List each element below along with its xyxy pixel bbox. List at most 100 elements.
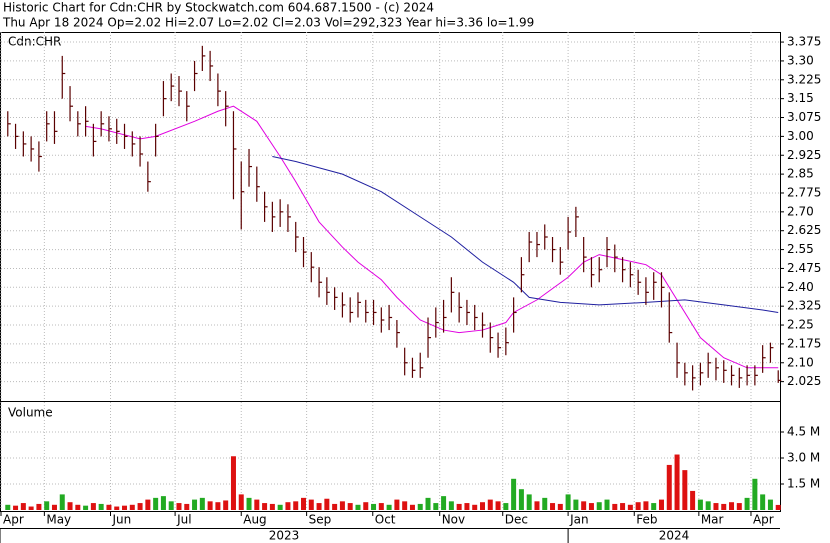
- volume-bar: [308, 499, 314, 510]
- volume-bar: [106, 504, 112, 510]
- volume-bar: [425, 497, 431, 510]
- volume-bar: [90, 503, 96, 510]
- y-tick-label: 2.70: [787, 204, 814, 218]
- y-tick-label: 2.325: [787, 299, 821, 313]
- volume-bar: [752, 478, 758, 510]
- volume-bar: [487, 499, 493, 510]
- volume-bar: [690, 490, 696, 510]
- year-label: 2023: [269, 529, 300, 543]
- x-tick-label: Nov: [442, 513, 465, 527]
- volume-bar: [199, 497, 205, 510]
- volume-bar: [542, 497, 548, 510]
- volume-bar: [495, 501, 501, 510]
- volume-bar: [596, 502, 602, 510]
- volume-bar: [277, 504, 283, 510]
- y-tick-label: 1.5 M: [787, 476, 820, 490]
- volume-bar: [456, 503, 462, 510]
- volume-bar: [394, 499, 400, 510]
- volume-bar: [168, 501, 174, 510]
- volume-bar: [293, 501, 299, 510]
- volume-bar: [409, 504, 415, 510]
- volume-bar: [386, 504, 392, 510]
- volume-bar: [534, 501, 540, 510]
- y-tick-label: 2.10: [787, 355, 814, 369]
- volume-bar: [262, 503, 268, 510]
- chart-title: Historic Chart for Cdn:CHR by Stockwatch…: [3, 1, 434, 15]
- volume-bar: [588, 503, 594, 510]
- volume-bar: [13, 505, 19, 510]
- y-tick-label: 2.25: [787, 318, 814, 332]
- volume-bar: [160, 496, 166, 510]
- volume-bar: [301, 497, 307, 510]
- volume-bar: [658, 499, 664, 510]
- volume-bar: [651, 503, 657, 510]
- volume-bar: [153, 497, 159, 510]
- volume-bar: [448, 501, 454, 510]
- volume-bar: [238, 494, 244, 510]
- y-tick-label: 2.175: [787, 336, 821, 350]
- volume-bar: [246, 497, 252, 510]
- volume-bar: [122, 505, 128, 510]
- y-tick-label: 3.30: [787, 53, 814, 67]
- volume-bar: [230, 456, 236, 510]
- volume-bar: [371, 503, 377, 510]
- y-tick-label: 2.925: [787, 148, 821, 162]
- volume-bar: [332, 503, 338, 510]
- volume-bar: [137, 503, 143, 510]
- x-tick-label: Feb: [636, 513, 657, 527]
- volume-bar: [129, 504, 135, 510]
- x-tick-label: Jul: [176, 513, 191, 527]
- y-tick-label: 3.00: [787, 129, 814, 143]
- volume-bar: [378, 503, 384, 510]
- volume-bar: [682, 470, 688, 510]
- volume-bar: [269, 503, 275, 510]
- volume-bar: [347, 503, 353, 510]
- volume-bar: [355, 504, 361, 510]
- volume-bar: [705, 501, 711, 510]
- volume-bar: [363, 502, 369, 510]
- volume-bar: [339, 501, 345, 510]
- x-tick-label: Mar: [701, 513, 724, 527]
- y-tick-label: 3.225: [787, 72, 821, 86]
- year-label: 2024: [659, 529, 690, 543]
- y-tick-label: 2.475: [787, 261, 821, 275]
- volume-bar: [666, 464, 672, 510]
- volume-bar: [472, 504, 478, 510]
- x-tick-label: Apr: [753, 513, 774, 527]
- volume-bar: [565, 494, 571, 510]
- volume-bar: [760, 494, 766, 510]
- volume-bar: [767, 499, 773, 510]
- volume-bar: [479, 502, 485, 510]
- volume-bar: [464, 503, 470, 510]
- volume-bar: [550, 503, 556, 510]
- y-tick-label: 4.5 M: [787, 424, 820, 438]
- volume-bar: [316, 503, 322, 510]
- volume-bar: [402, 501, 408, 510]
- volume-bar: [511, 478, 517, 510]
- volume-bar: [526, 494, 532, 510]
- volume-bar: [5, 504, 11, 510]
- volume-bar: [192, 499, 198, 510]
- x-tick-label: Jun: [112, 513, 132, 527]
- volume-bar: [145, 499, 151, 510]
- x-tick-label: May: [46, 513, 71, 527]
- y-tick-label: 2.025: [787, 374, 821, 388]
- symbol-label: Cdn:CHR: [8, 35, 61, 49]
- volume-bar: [207, 501, 213, 510]
- volume-label: Volume: [8, 406, 53, 420]
- volume-bar: [433, 503, 439, 510]
- y-tick-label: 3.15: [787, 91, 814, 105]
- y-tick-label: 3.075: [787, 110, 821, 124]
- volume-bar: [503, 503, 509, 510]
- volume-bar: [697, 499, 703, 510]
- volume-bar: [184, 503, 190, 510]
- y-tick-label: 2.85: [787, 167, 814, 181]
- volume-bar: [98, 503, 104, 510]
- volume-bar: [441, 496, 447, 510]
- volume-bar: [713, 503, 719, 510]
- volume-bar: [612, 503, 618, 510]
- volume-bar: [736, 503, 742, 510]
- volume-bar: [20, 503, 26, 510]
